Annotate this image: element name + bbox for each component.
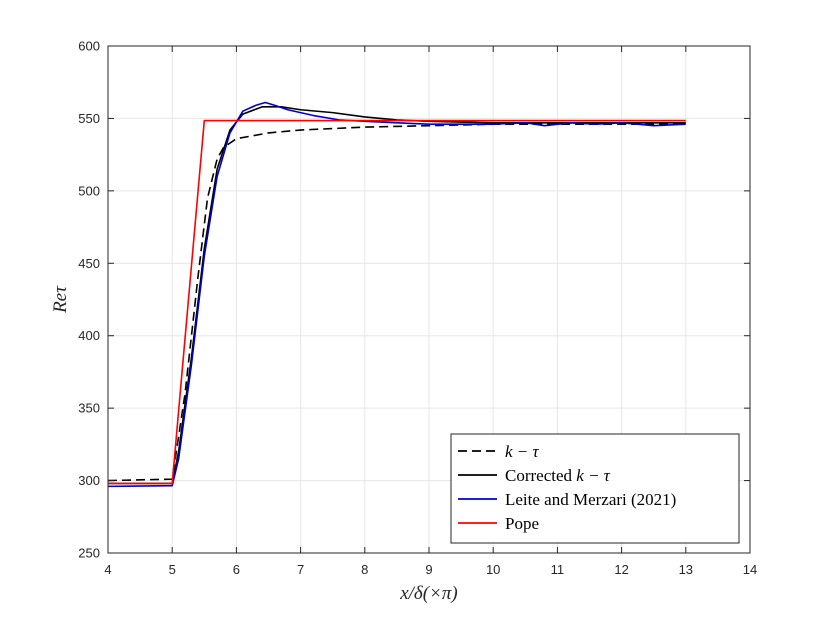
x-axis-label: x/δ(×π) bbox=[399, 583, 458, 604]
legend-box bbox=[450, 433, 740, 544]
x-tick-label: 5 bbox=[169, 562, 176, 577]
x-tick-label: 8 bbox=[361, 562, 368, 577]
legend-item: Corrected k − τ bbox=[458, 466, 611, 485]
x-tick-label: 10 bbox=[486, 562, 500, 577]
legend-label-math: k − τ bbox=[576, 466, 611, 485]
x-tick-label: 12 bbox=[614, 562, 628, 577]
x-tick-label: 4 bbox=[104, 562, 111, 577]
legend-item: Pope bbox=[458, 514, 539, 533]
legend-item: k − τ bbox=[458, 442, 540, 461]
x-tick-label: 9 bbox=[425, 562, 432, 577]
legend-label: Corrected k − τ bbox=[505, 466, 611, 485]
legend-label-math: k − τ bbox=[505, 442, 540, 461]
series-lines bbox=[107, 101, 686, 488]
x-tick-label: 11 bbox=[551, 562, 565, 577]
series-line-3 bbox=[108, 119, 686, 485]
legend-label: Pope bbox=[505, 514, 539, 533]
y-axis-label: Reτ bbox=[50, 285, 71, 314]
x-tick-label: 7 bbox=[297, 562, 304, 577]
y-tick-label: 600 bbox=[78, 39, 100, 54]
x-tick-label: 6 bbox=[233, 562, 240, 577]
y-tick-label: 450 bbox=[78, 256, 100, 271]
x-tick-label: 14 bbox=[743, 562, 757, 577]
y-tick-label: 250 bbox=[78, 546, 100, 561]
y-tick-label: 550 bbox=[78, 111, 100, 126]
series-line-2 bbox=[107, 101, 686, 488]
legend-label: k − τ bbox=[505, 442, 540, 461]
legend-label-text: Pope bbox=[505, 514, 539, 533]
axis-ticks: 4 5 6 7 8 9 10 11 12 13 14 250 300 350 400 450 500 550 600 bbox=[78, 39, 757, 578]
legend-label-text: Leite and Merzari (2021) bbox=[505, 490, 676, 509]
y-tick-label: 500 bbox=[78, 183, 100, 198]
series-line-0 bbox=[107, 123, 686, 482]
y-tick-label: 400 bbox=[78, 328, 100, 343]
legend-label: Leite and Merzari (2021) bbox=[505, 490, 676, 509]
x-tick-label: 13 bbox=[679, 562, 693, 577]
y-tick-label: 300 bbox=[78, 473, 100, 488]
y-tick-label: 350 bbox=[78, 401, 100, 416]
legend-label-text: Corrected bbox=[505, 466, 576, 485]
legend-item: Leite and Merzari (2021) bbox=[458, 490, 676, 509]
